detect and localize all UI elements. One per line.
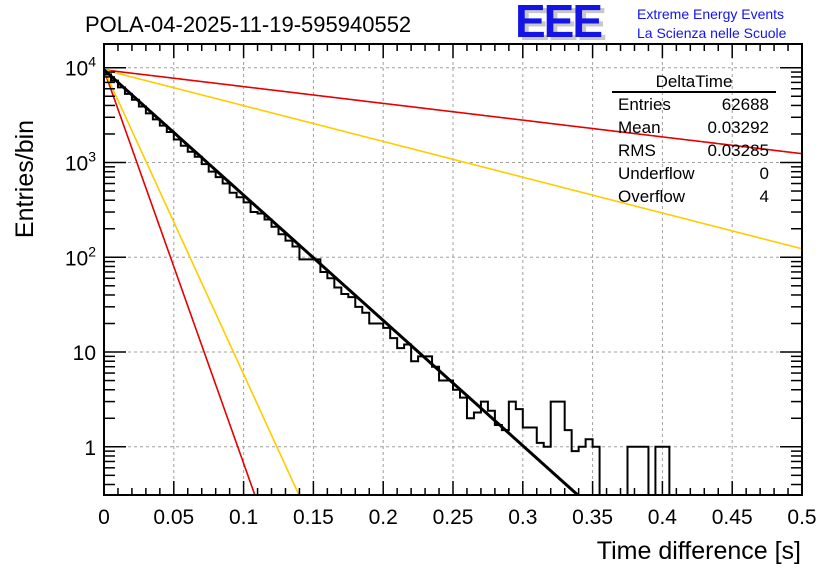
stats-value-entries: 62688	[722, 95, 769, 114]
series-lower-rate-yellow	[104, 69, 300, 495]
logo-line1: Extreme Energy Events	[637, 6, 784, 22]
x-tick-label: 0.1	[229, 506, 258, 529]
stats-label-overflow: Overflow	[618, 187, 686, 206]
y-tick-label: 1	[84, 437, 96, 460]
stats-value-mean: 0.03292	[708, 118, 769, 137]
stats-label-mean: Mean	[618, 118, 661, 137]
stats-box: DeltaTime Entries 62688 Mean 0.03292 RMS 0.032…	[612, 72, 776, 206]
x-tick-label: 0.15	[293, 506, 334, 529]
logo-mark-shadow: EEE	[519, 0, 605, 50]
stats-value-underflow: 0	[760, 164, 769, 183]
grid	[104, 44, 802, 495]
logo-mark: EEE	[515, 0, 601, 47]
y-tick-exponent: 3	[88, 148, 96, 164]
x-tick-label: 0	[98, 506, 110, 529]
y-tick-label: 10	[73, 342, 96, 365]
x-tick-label: 0.2	[369, 506, 398, 529]
y-tick-base: 10	[65, 58, 88, 81]
y-tick-base: 10	[65, 152, 88, 175]
series-upper-rate-red	[104, 69, 802, 155]
histogram	[104, 73, 802, 495]
chart-title: POLA-04-2025-11-19-595940552	[85, 12, 411, 37]
eee-logo: EEE EEE Extreme Energy Events La Scienza…	[515, 0, 787, 50]
x-tick-label: 0.3	[508, 506, 537, 529]
series-fit	[104, 68, 580, 495]
x-tick-label: 0.35	[572, 506, 613, 529]
x-axis-title: Time difference [s]	[597, 537, 801, 565]
y-tick-label: 103	[65, 148, 96, 175]
x-tick-label: 0.25	[433, 506, 474, 529]
y-tick-label: 104	[65, 54, 96, 81]
stats-label-underflow: Underflow	[618, 164, 695, 183]
y-axis-title: Entries/bin	[11, 120, 39, 238]
histogram-outline	[104, 73, 802, 495]
stats-value-overflow: 4	[760, 187, 769, 206]
y-tick-exponent: 2	[88, 243, 96, 259]
stats-label-entries: Entries	[618, 95, 671, 114]
x-tick-label: 0.45	[712, 506, 753, 529]
x-tick-label: 0.5	[787, 506, 816, 529]
x-tick-label: 0.05	[153, 506, 194, 529]
series-lower-rate-red	[104, 69, 256, 495]
x-axis: 0 0.05 0.1 0.15 0.2 0.25 0.3 0.35 0.4 0.45 0.5	[98, 44, 817, 529]
stats-title: DeltaTime	[656, 72, 733, 91]
stats-label-rms: RMS	[618, 141, 656, 160]
y-tick-label: 102	[65, 243, 96, 270]
series-upper-rate-yellow	[104, 69, 802, 250]
stats-value-rms: 0.03285	[708, 141, 769, 160]
y-tick-exponent: 4	[88, 54, 96, 70]
logo-line2: La Scienza nelle Scuole	[637, 25, 787, 41]
x-tick-label: 0.4	[648, 506, 678, 529]
y-tick-base: 10	[65, 247, 88, 270]
